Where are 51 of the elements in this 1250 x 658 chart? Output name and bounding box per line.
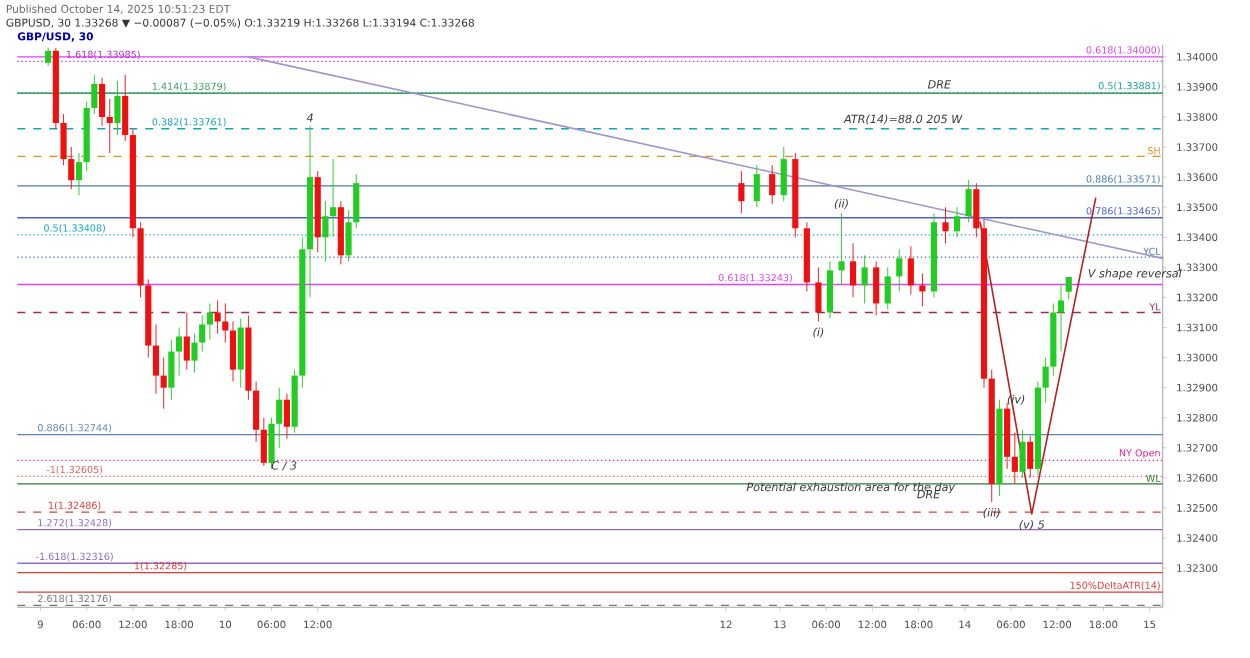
candlestick: [152, 323, 160, 394]
candlestick: [75, 152, 83, 196]
candlestick: [953, 206, 961, 238]
candlestick: [942, 206, 949, 244]
candlestick: [68, 146, 75, 190]
candlestick: [122, 74, 129, 142]
candlestick: [838, 212, 845, 286]
candlestick: [815, 266, 822, 322]
candlestick: [1011, 432, 1018, 485]
candlestick: [106, 98, 113, 154]
candlestick: [260, 417, 267, 467]
candlestick: [98, 77, 106, 127]
candlestick: [738, 170, 745, 214]
candlestick: [884, 266, 891, 310]
candlestick: [206, 302, 213, 340]
candlestick: [268, 417, 275, 470]
candlestick: [345, 209, 352, 262]
candlestick: [896, 248, 903, 292]
candlestick: [1019, 429, 1026, 479]
candlestick: [176, 326, 183, 376]
candlestick: [199, 314, 206, 352]
candlestick: [191, 332, 198, 373]
candlestick: [222, 302, 229, 343]
candlestick: [214, 299, 221, 334]
candlestick: [168, 338, 175, 400]
candlestick: [769, 164, 776, 205]
candlestick: [1057, 284, 1065, 352]
candlestick: [330, 158, 337, 238]
candlestick: [253, 381, 260, 443]
candlestick: [1027, 435, 1034, 479]
candlestick: [276, 387, 283, 449]
candlestick: [907, 245, 914, 295]
candlestick: [965, 179, 972, 223]
candlestick: [753, 164, 760, 208]
candlestick: [160, 356, 167, 410]
candlestick: [973, 182, 980, 238]
candlestick: [45, 47, 52, 67]
candlestick: [91, 74, 98, 115]
candlestick: [826, 260, 834, 319]
candlestick: [873, 260, 880, 316]
candlestick: [229, 320, 237, 382]
candlestick: [183, 311, 190, 370]
candlestick: [283, 393, 291, 440]
candlestick: [237, 317, 244, 388]
candlestick: [850, 242, 857, 298]
candlestick: [353, 173, 360, 229]
candlestick: [919, 272, 926, 307]
candlestick: [1042, 356, 1049, 403]
candlestick: [861, 254, 868, 304]
candlestick: [114, 80, 121, 136]
candlestick: [780, 146, 787, 202]
